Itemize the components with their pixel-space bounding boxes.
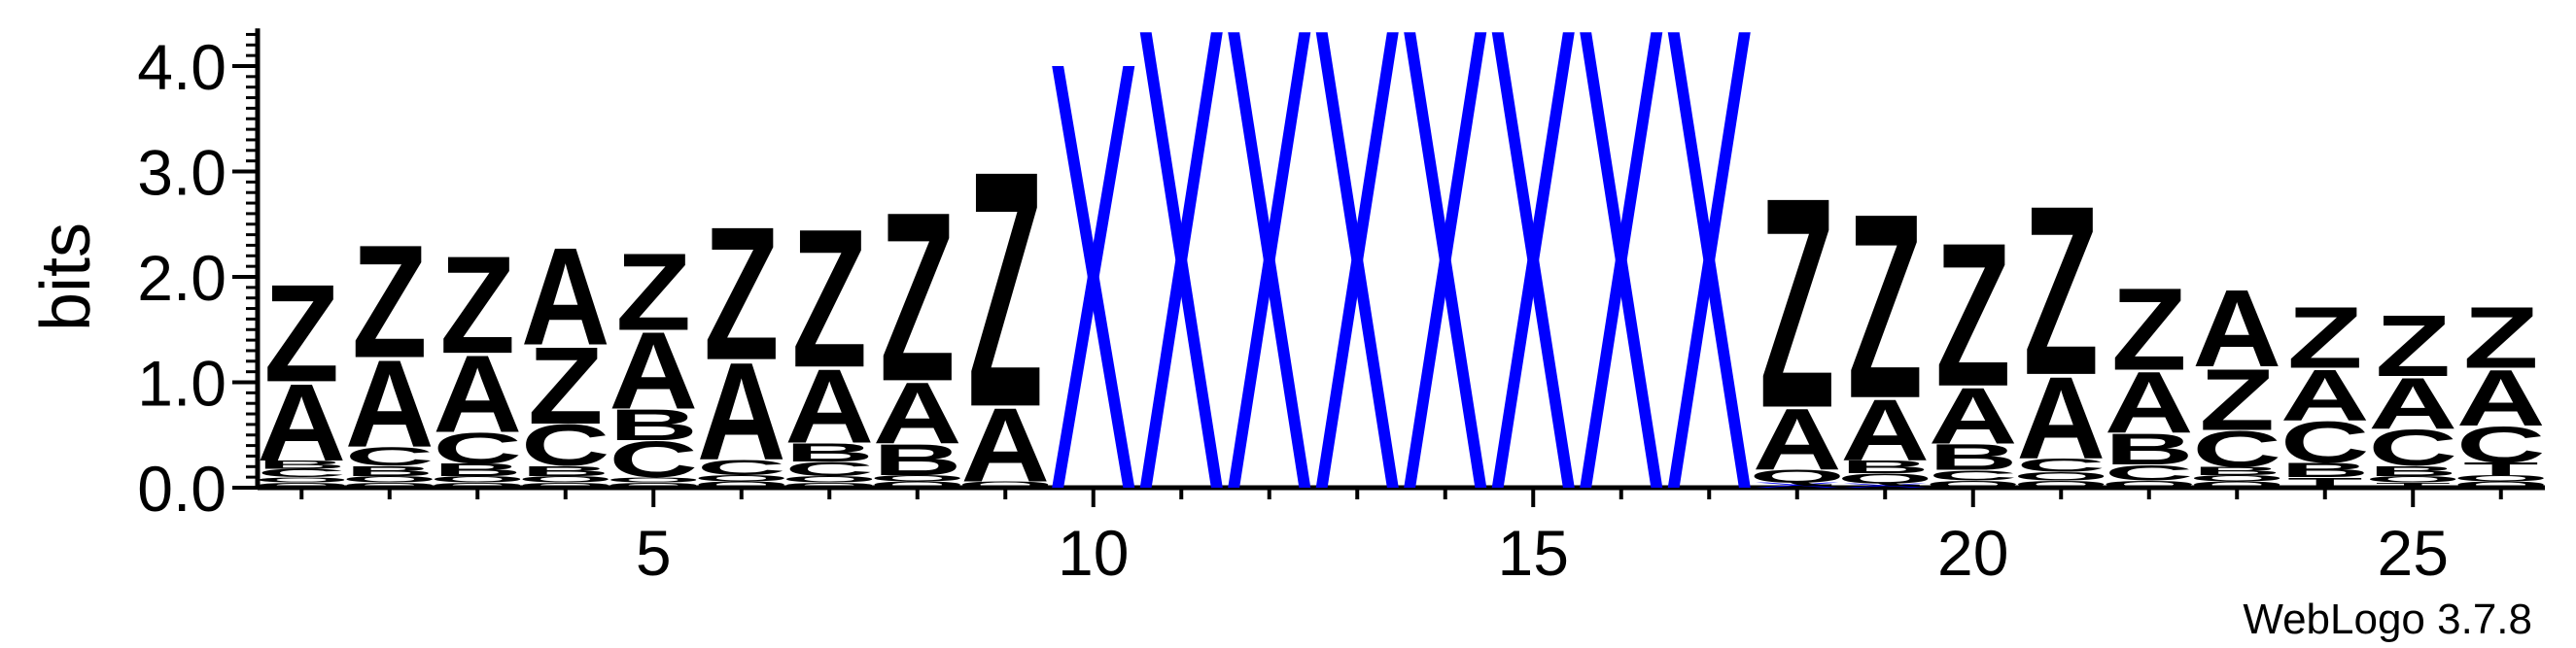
logo-letter-X <box>1140 32 1223 488</box>
logo-letter-Z: Z <box>2287 289 2363 387</box>
logo-letter-Z: Z <box>352 212 428 392</box>
logo-letter-Z: Z <box>2111 264 2187 394</box>
logo-letter-Z: Z <box>1759 136 1835 471</box>
logo-letter-X <box>1492 32 1575 488</box>
stack-position-5: QOCBAZ <box>606 231 702 490</box>
weblogo-credit: WebLogo 3.7.8 <box>2243 596 2532 643</box>
stack-position-24: TBCAZ <box>2280 289 2370 491</box>
logo-letter-Z: Z <box>2463 289 2539 387</box>
logo-letter-X <box>1668 32 1751 488</box>
logo-letter-Z: Z <box>967 102 1043 477</box>
stack-position-18: QAZ <box>1749 136 1845 489</box>
x-tick-label: 25 <box>2378 517 2449 589</box>
logo-letter-Z: Z <box>2023 154 2099 425</box>
logo-letter-Z: Z <box>2375 297 2451 395</box>
logo-letter-Z: Z <box>439 227 515 383</box>
logo-letter-Z: Z <box>704 188 780 399</box>
logo-letter-Z: Z <box>1935 199 2011 428</box>
stack-position-17 <box>1668 32 1751 488</box>
x-tick-label: 5 <box>636 517 672 589</box>
logo-letter-Z: Z <box>791 187 867 408</box>
stack-position-12 <box>1228 32 1310 488</box>
stack-position-4: QOBCZA <box>517 219 613 489</box>
logo-letter-Z: Z <box>1847 158 1923 454</box>
logo-letter-Z: Z <box>263 256 339 411</box>
y-tick-label: 1.0 <box>137 348 226 420</box>
y-axis: 0.0 1.0 2.0 3.0 4.0 <box>137 28 258 525</box>
logo-letter-A: A <box>521 219 610 374</box>
stack-position-15 <box>1492 32 1575 488</box>
logo-letter-X <box>1404 32 1486 488</box>
y-tick-label: 0.0 <box>137 453 226 525</box>
x-tick-label: 15 <box>1498 517 1569 589</box>
logo-letter-X <box>1228 32 1310 488</box>
x-tick-label: 10 <box>1058 517 1129 589</box>
y-tick-label: 3.0 <box>137 137 226 209</box>
logo-stacks: QOCBAZQOBCAZQOBCAZQOBCZAQOCBAZQOCAZQOCBA… <box>254 32 2549 504</box>
y-axis-label: bits <box>27 222 105 331</box>
stack-position-25: TOBCAZ <box>2365 297 2461 490</box>
stack-position-13 <box>1316 32 1399 488</box>
stack-position-14 <box>1404 32 1486 488</box>
y-tick-label: 2.0 <box>137 242 226 314</box>
logo-letter-X <box>1052 66 1134 488</box>
stack-position-9: QAZ <box>957 102 1054 504</box>
stack-position-11 <box>1140 32 1223 488</box>
logo-letter-Z: Z <box>880 161 956 431</box>
logo-letter-A: A <box>2192 268 2281 391</box>
stack-position-10 <box>1052 66 1134 488</box>
x-tick-label: 20 <box>1937 517 2008 589</box>
logo-letter-Z: Z <box>615 231 691 354</box>
y-tick-label: 4.0 <box>137 31 226 103</box>
x-axis: 5 10 15 20 25 <box>258 488 2545 589</box>
logo-letter-X <box>1580 32 1662 488</box>
stack-position-16 <box>1580 32 1662 488</box>
logo-letter-X <box>1316 32 1399 488</box>
